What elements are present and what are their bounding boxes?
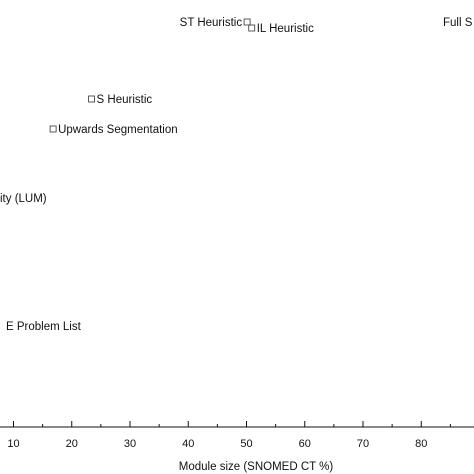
data-point	[243, 18, 251, 26]
x-tick-label: 30	[124, 438, 136, 450]
data-point	[49, 125, 57, 133]
data-point	[248, 24, 256, 32]
data-points: ST Heuristic IL Heuristic Full S S Heuristi…	[0, 17, 473, 333]
data-label: ST Heuristic	[180, 17, 243, 29]
x-tick-label: 40	[182, 438, 194, 450]
x-tick-label: 20	[66, 438, 78, 450]
data-label: Full S	[443, 17, 473, 29]
x-tick-label: 60	[299, 438, 311, 450]
x-tick-label: 80	[415, 438, 427, 450]
x-tick-label: 50	[240, 438, 252, 450]
data-label: IL Heuristic	[257, 23, 314, 35]
data-label: S Heuristic	[97, 94, 153, 106]
x-axis-label: Module size (SNOMED CT %)	[179, 461, 334, 473]
data-point	[88, 95, 95, 103]
x-tick-label: 10	[7, 438, 19, 450]
data-label: Upwards Segmentation	[58, 124, 178, 136]
data-label: ity (LUM)	[0, 193, 47, 205]
plot-axes: 10 20 30 40 50 60 70 80	[0, 421, 474, 450]
data-label: E Problem List	[6, 321, 82, 333]
x-tick-label: 70	[357, 438, 369, 450]
